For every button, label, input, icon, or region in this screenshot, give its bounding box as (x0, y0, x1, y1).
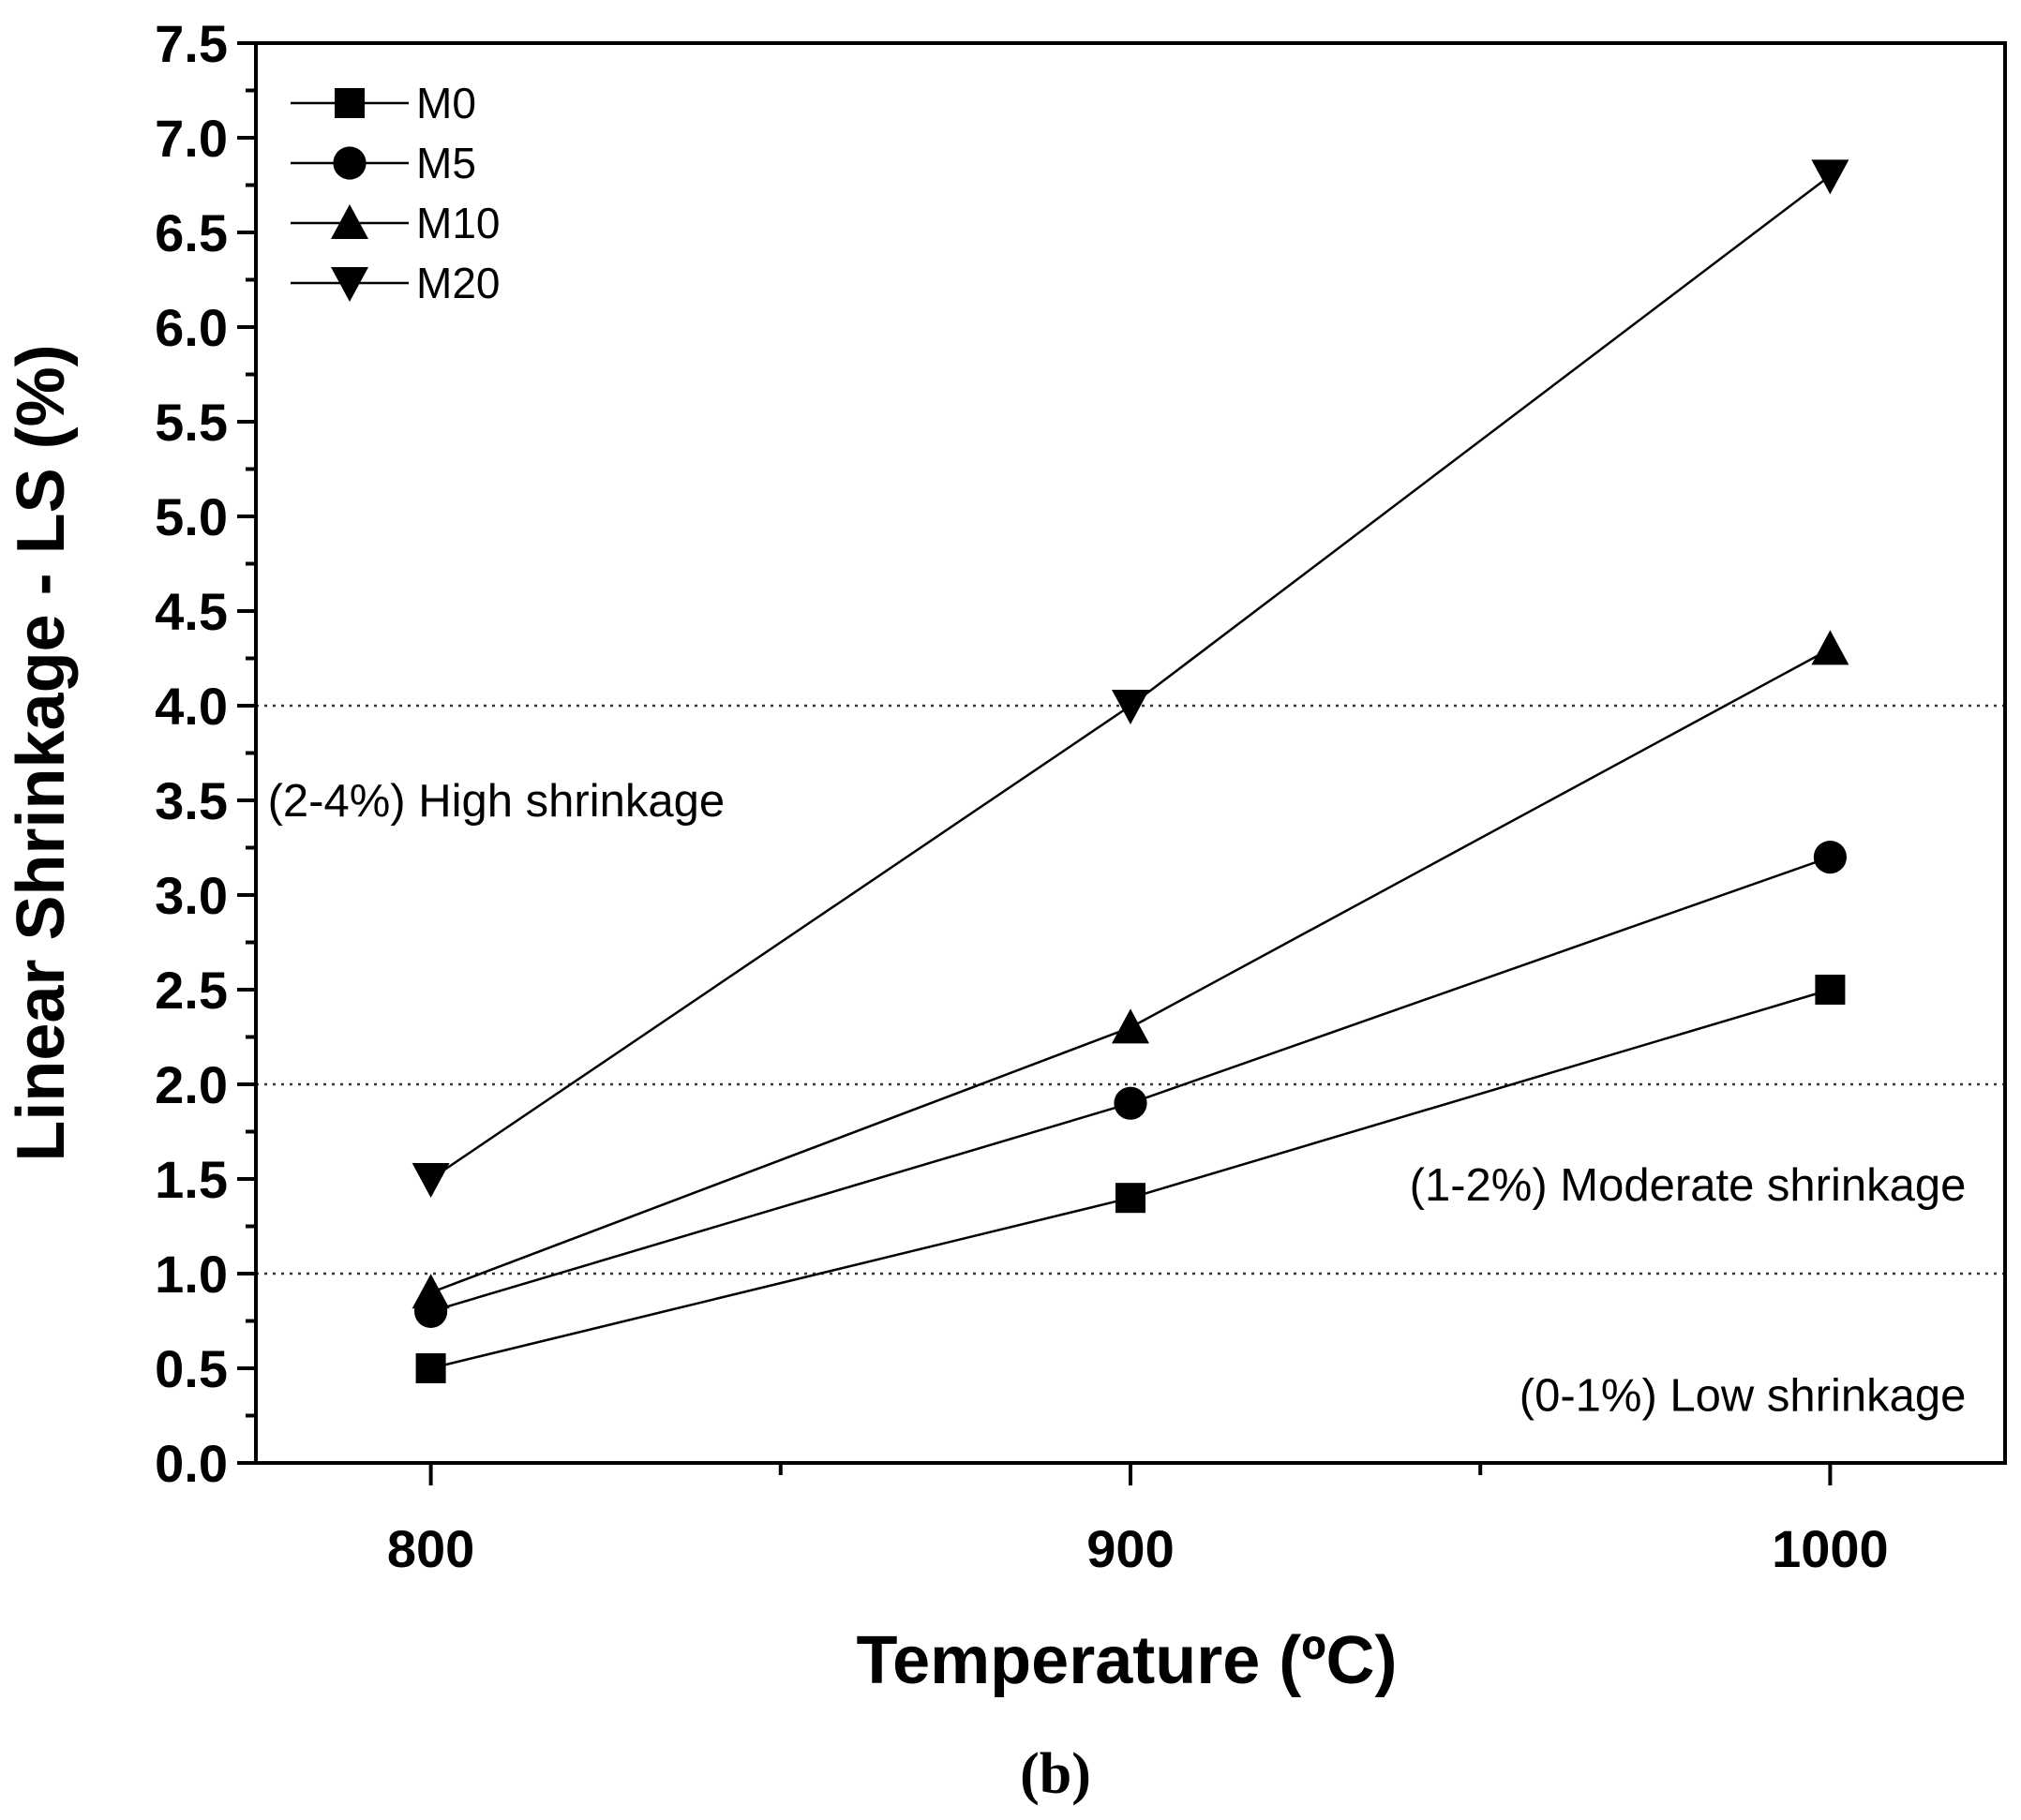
data-point-m5 (1114, 1086, 1147, 1120)
y-tick-label: 6.5 (155, 203, 228, 262)
series-line-m5 (430, 856, 1831, 1313)
y-tick-label: 2.0 (155, 1055, 228, 1114)
y-tick-label: 0.5 (155, 1339, 228, 1398)
data-point-m10 (1811, 630, 1849, 665)
y-tick-label: 5.5 (155, 393, 228, 452)
x-tick-label: 900 (1086, 1519, 1174, 1578)
data-point-m0 (415, 1353, 446, 1383)
y-tick-label: 4.5 (155, 582, 228, 641)
series-markers (412, 159, 1849, 1383)
y-tick-label: 1.5 (155, 1150, 228, 1209)
x-tick-label: 800 (387, 1519, 474, 1578)
y-axis: 0.0 0.5 1.0 1.5 2.0 2.5 3.0 3.5 4.0 4.5 5.0 5.5 6.0 6… (155, 14, 256, 1493)
legend-marker (331, 267, 368, 302)
data-point-m5 (1813, 841, 1847, 874)
legend-label: M5 (416, 139, 476, 187)
legend-label: M10 (416, 199, 500, 247)
data-point-m10 (1112, 1008, 1149, 1044)
legend-label: M0 (416, 79, 476, 127)
y-tick-label: 1.0 (155, 1245, 228, 1304)
data-point-m0 (1115, 1183, 1145, 1214)
legend-item-m5: M5 (291, 139, 476, 187)
data-point-m0 (1815, 975, 1846, 1005)
y-tick-label: 7.5 (155, 14, 228, 73)
panel-label: (b) (1020, 1742, 1091, 1806)
y-axis-title: Linear Shrinkage - LS (%) (4, 344, 79, 1161)
x-axis: 800 900 1000 (387, 1463, 1889, 1578)
y-tick-label: 6.0 (155, 298, 228, 357)
plot-frame (254, 41, 2007, 1465)
y-tick-label: 2.5 (155, 961, 228, 1020)
x-tick-label: 1000 (1772, 1519, 1889, 1578)
annotation-2: (0-1%) Low shrinkage (1519, 1370, 1967, 1421)
y-tick-label: 3.0 (155, 866, 228, 925)
x-axis-title: Temperature (ºC) (856, 1623, 1397, 1698)
legend-item-m0: M0 (291, 79, 476, 127)
legend-item-m10: M10 (291, 199, 500, 247)
data-point-m20 (1811, 159, 1849, 195)
data-point-m20 (412, 1163, 450, 1198)
annotation-1: (1-2%) Moderate shrinkage (1410, 1160, 1967, 1211)
legend-marker (331, 204, 368, 239)
legend-marker (333, 146, 367, 180)
data-point-m10 (412, 1274, 450, 1309)
annotations: (2-4%) High shrinkage (1-2%) Moderate shr… (268, 776, 1967, 1421)
legend-item-m20: M20 (291, 259, 500, 307)
legend-marker (335, 88, 365, 118)
y-tick-label: 0.0 (155, 1434, 228, 1493)
legend: M0 M5 M10 M20 (291, 79, 500, 307)
y-tick-label: 3.5 (155, 771, 228, 830)
annotation-0: (2-4%) High shrinkage (268, 776, 725, 827)
data-point-m20 (1112, 690, 1149, 724)
legend-label: M20 (416, 259, 500, 307)
y-tick-label: 5.0 (155, 487, 228, 546)
y-tick-label: 7.0 (155, 109, 228, 168)
y-tick-label: 4.0 (155, 677, 228, 736)
